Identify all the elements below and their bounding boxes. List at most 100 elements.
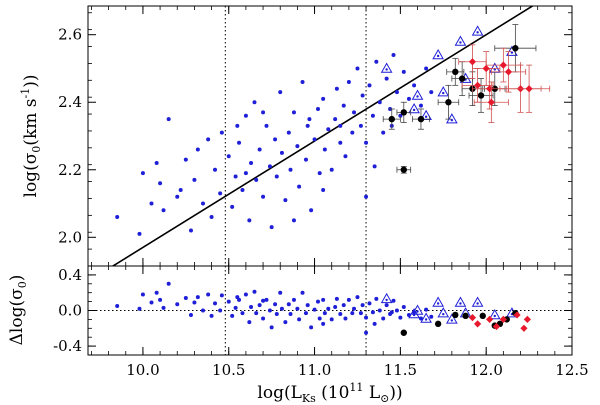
top-s0-p82-dot: [158, 181, 163, 186]
bottom-s0-p25-dot: [252, 289, 257, 294]
top-s0-p75-dot: [398, 113, 403, 118]
top-s0-p65-dot: [364, 194, 369, 199]
top-s0-p85-dot: [261, 110, 266, 115]
top-s0-p0-dot: [115, 215, 120, 220]
bottom-s0-p69-dot: [377, 308, 382, 313]
top-s0-p7-dot: [175, 194, 180, 199]
top-s0-p12-dot: [206, 137, 211, 142]
top-s0-p62-dot: [358, 123, 363, 128]
xlabel-sun: ⊙: [380, 392, 389, 405]
bottom-s0-p53-dot: [333, 304, 338, 309]
bottom-s0-p56-dot: [341, 303, 346, 308]
bottom-s0-p71-dot: [384, 303, 389, 308]
bottom-s0-p43-dot: [303, 311, 308, 316]
bottom-s0-p3-dot: [149, 300, 154, 305]
top-s0-p26-dot: [254, 177, 259, 182]
bottom-s1-p3-triangle: [432, 296, 444, 307]
xlabel-close: )): [389, 383, 402, 403]
top-s0-p19-dot: [233, 174, 238, 179]
top-s1-p0-triangle: [380, 62, 393, 73]
top-s0-p35-dot: [279, 150, 284, 155]
bottom-s0-p31-dot: [269, 325, 274, 330]
top-s0-p20-dot: [237, 140, 242, 145]
bottom-s0-p18-dot: [230, 313, 235, 318]
top-s3-p1-diamond: [474, 81, 482, 89]
bottom-s0-p87-dot: [372, 321, 377, 326]
top-s0-p2-dot: [140, 171, 145, 176]
bottom-s0-p19-dot: [233, 305, 238, 310]
top-s1-p5-triangle: [454, 35, 467, 46]
top-s0-p55-dot: [338, 140, 343, 145]
top-s0-p47-dot: [315, 106, 320, 111]
top-s3-p4-diamond: [499, 61, 507, 69]
top-s0-p9-dot: [188, 228, 193, 233]
top-s0-p16-dot: [219, 130, 224, 135]
bottom-xtick-label-1: 10.5: [212, 361, 245, 379]
top-s0-p25-dot: [252, 100, 257, 105]
bottom-s1-p9-triangle-dot: [450, 319, 454, 322]
top-s0-p80-dot: [424, 66, 429, 71]
bottom-s0-p2-dot: [140, 292, 145, 297]
top-s0-p21-dot: [240, 188, 245, 193]
top-s0-p10-dot: [192, 177, 197, 182]
xlabel-unit: L: [363, 383, 380, 403]
bottom-s3-p4-diamond: [499, 315, 507, 323]
top-s1-p4-triangle: [437, 86, 450, 97]
bottom-s1-p7-triangle: [471, 296, 484, 307]
top-s1-p7-triangle-dot: [476, 31, 479, 34]
bottom-s3-p6-diamond: [520, 324, 528, 332]
bottom-ylabel-close: ): [7, 275, 27, 282]
bottom-xtick-label-5: 12.5: [555, 361, 588, 379]
top-s0-p58-dot: [346, 79, 351, 84]
top-s0-p15-dot: [218, 191, 223, 196]
bottom-s0-p32-dot: [273, 302, 278, 307]
bottom-s0-p35-dot: [279, 306, 284, 311]
top-s0-p44-dot: [305, 123, 310, 128]
top-ytick-label-1: 2.2: [58, 161, 82, 179]
bottom-xtick-label-3: 11.5: [384, 361, 417, 379]
bottom-s0-p61-dot: [355, 295, 360, 300]
top-s0-p79-dot: [418, 103, 423, 108]
bottom-s0-p84-dot: [235, 295, 240, 300]
top-s0-p89-dot: [178, 188, 183, 193]
bottom-s0-p15-dot: [218, 308, 223, 313]
top-s0-p63-dot: [360, 93, 365, 98]
top-s0-p57-dot: [343, 154, 348, 159]
bottom-xtick-label-4: 12.0: [469, 361, 502, 379]
top-s0-p88-dot: [372, 164, 377, 169]
bottom-s2-p2-circle: [452, 311, 459, 319]
top-s0-p45-dot: [309, 208, 314, 213]
top-s0-p39-dot: [291, 110, 296, 115]
bottom-s2-p1-circle: [434, 320, 442, 328]
xlabel-sup: 11: [349, 381, 363, 394]
bottom-ylabel-text: Δlog(σ: [7, 288, 27, 345]
top-s0-p36-dot: [283, 198, 288, 203]
bottom-ytick-label-2: 0.4: [58, 266, 82, 284]
bottom-s0-p16-dot: [219, 293, 224, 298]
top-s3-p5-diamond: [504, 68, 513, 76]
top-s3-p3-diamond: [487, 98, 495, 106]
top-s0-p24-dot: [249, 161, 254, 166]
top-s3-p7-diamond: [525, 85, 533, 93]
bottom-s0-p54-dot: [334, 296, 339, 301]
bottom-s0-p88-dot: [389, 310, 394, 315]
bottom-s3-p1-diamond: [474, 320, 482, 328]
top-ylabel-text: log(σ: [21, 152, 41, 197]
top-s0-p90-dot: [243, 171, 248, 176]
bottom-s0-p82-dot: [158, 297, 163, 302]
top-panel: 2.0 2.2 2.4 2.6: [58, 5, 573, 267]
top-s0-p56-dot: [341, 103, 346, 108]
top-s0-p11-dot: [200, 201, 205, 206]
top-ytick-label-3: 2.6: [58, 26, 82, 44]
top-s1-p2-triangle-dot: [416, 95, 419, 98]
top-s0-p3-dot: [149, 201, 154, 206]
top-s0-p46-dot: [312, 137, 317, 142]
bottom-s1-p0-triangle-dot: [385, 298, 388, 302]
top-s2-p10-circle: [400, 166, 408, 173]
top-s0-p48-dot: [317, 171, 322, 176]
bottom-s0-p29-dot: [264, 297, 269, 302]
bottom-s0-p80-dot: [424, 307, 429, 312]
bottom-s1-p4-triangle-dot: [442, 312, 445, 316]
top-s0-p61-dot: [355, 66, 360, 71]
top-s0-p74-dot: [394, 90, 399, 95]
